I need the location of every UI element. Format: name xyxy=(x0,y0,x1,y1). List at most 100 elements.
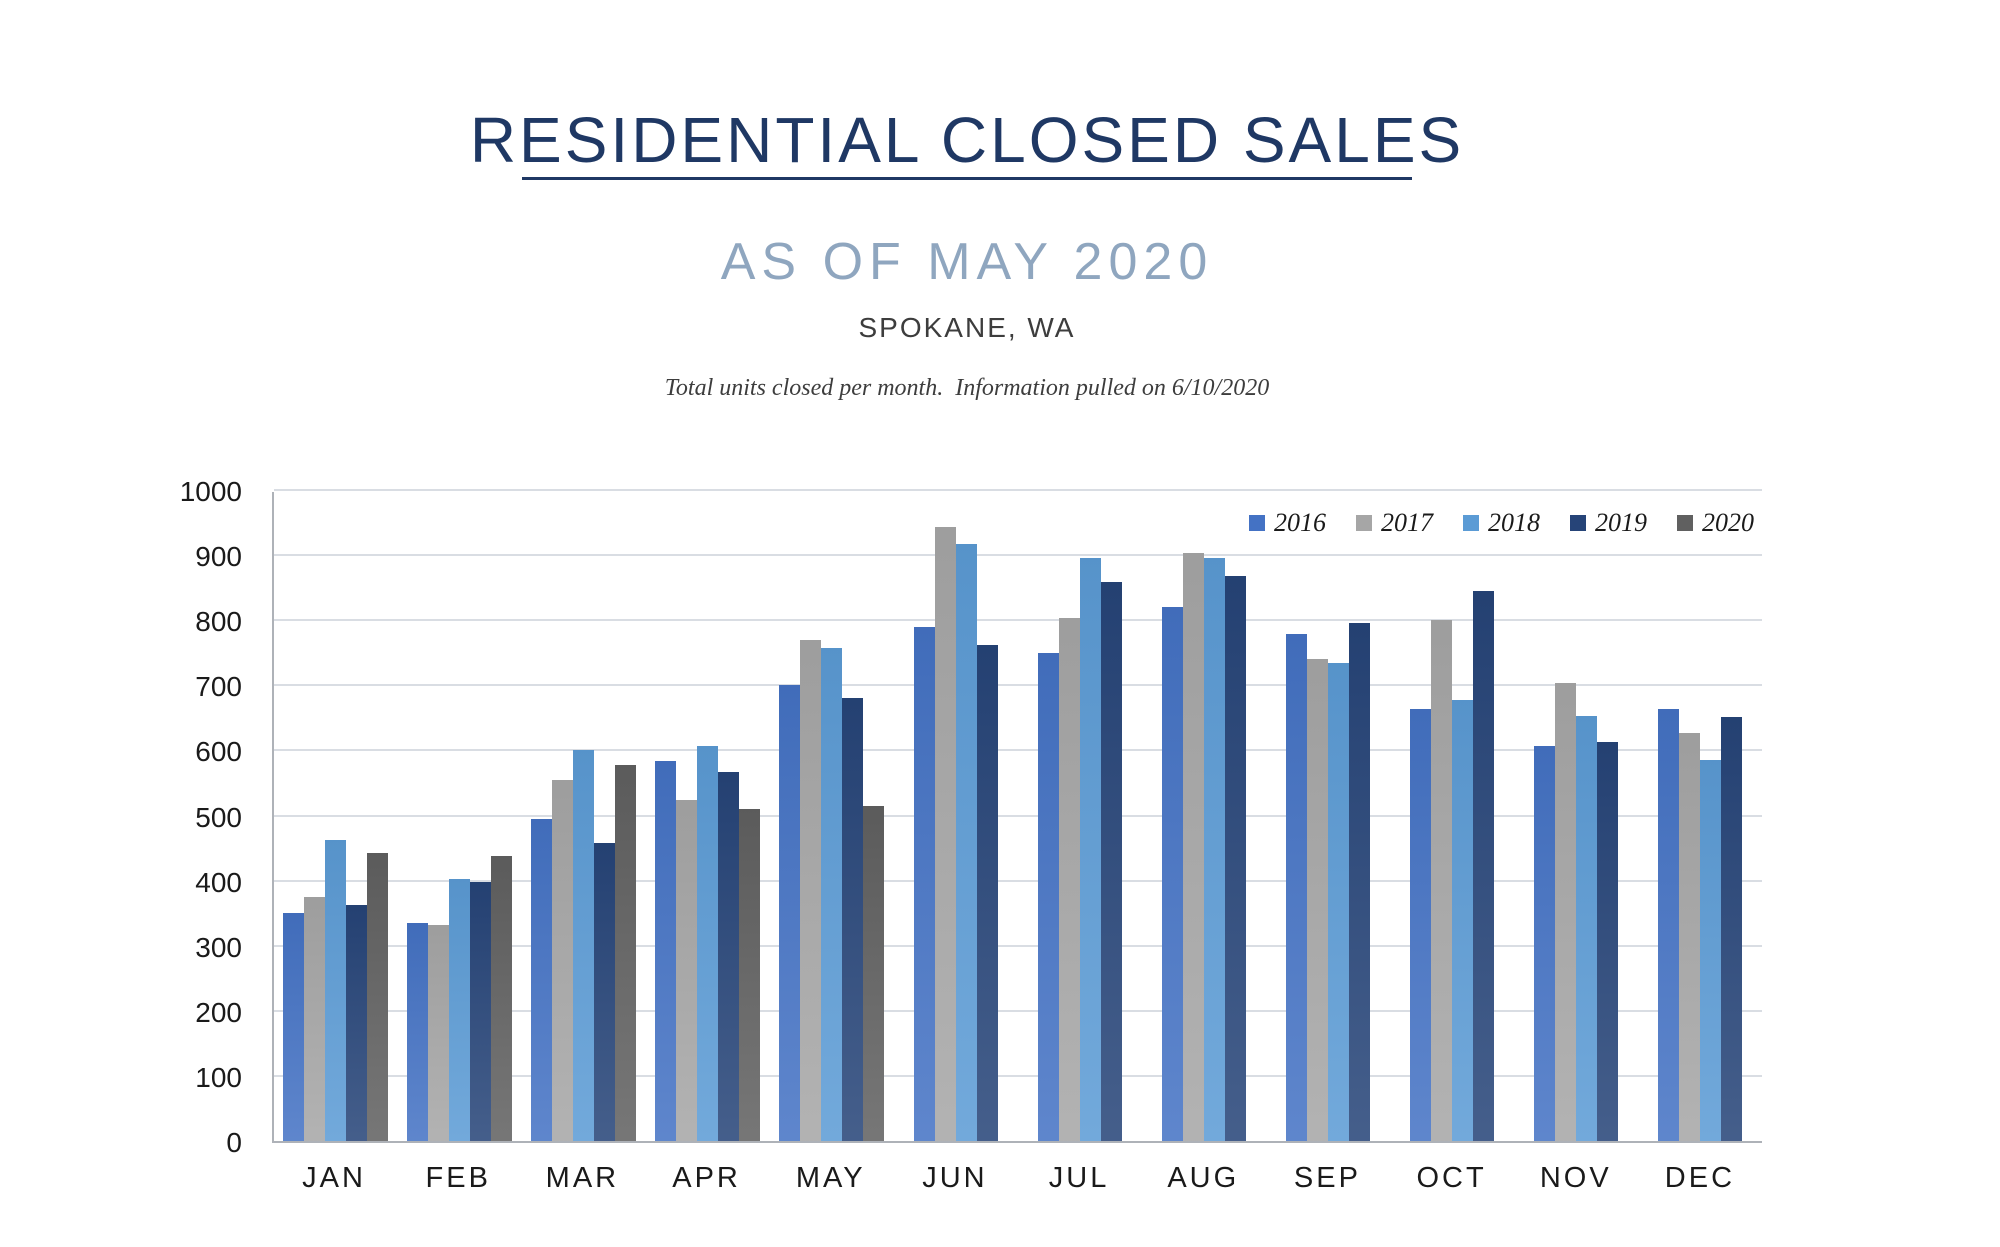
x-tick-label: JUL xyxy=(1048,1162,1110,1194)
gridline xyxy=(274,684,1762,687)
y-tick-label: 1000 xyxy=(179,476,242,507)
bar-2017-nov xyxy=(1554,683,1576,1141)
bar-group-jun xyxy=(894,492,1018,1141)
bar-2018-feb xyxy=(449,879,471,1141)
page-subtitle: AS OF MAY 2020 xyxy=(720,233,1214,291)
legend-label-2016: 2016 xyxy=(1274,508,1326,537)
bar-group-apr xyxy=(646,492,770,1141)
plot-area: 2016 2017 2018 2019 2020 xyxy=(272,489,1762,1143)
legend-item-2018: 2018 xyxy=(1463,510,1540,536)
bar-2016-sep xyxy=(1285,634,1307,1141)
y-axis-labels: 0 100 200 300 400 500 600 700 800 900 1000 xyxy=(128,476,242,1158)
bar-2016-mar xyxy=(531,819,553,1141)
legend-item-2017: 2017 xyxy=(1356,510,1433,536)
bar-2019-feb xyxy=(470,882,492,1141)
bar-2020-apr xyxy=(739,809,761,1141)
bar-2019-sep xyxy=(1348,623,1370,1141)
bar-2019-jun xyxy=(976,645,998,1141)
bar-group-mar xyxy=(522,492,646,1141)
bar-2017-feb xyxy=(428,925,450,1141)
bar-2019-oct xyxy=(1472,591,1494,1141)
gridline xyxy=(274,1009,1762,1012)
x-tick-label: DEC xyxy=(1664,1162,1736,1194)
y-tick-label: 300 xyxy=(195,931,242,963)
y-tick-label: 200 xyxy=(195,996,242,1028)
x-tick-label: APR xyxy=(672,1162,741,1194)
gridline xyxy=(274,489,1762,491)
bar-group-aug xyxy=(1142,492,1266,1141)
x-tick-label: JAN xyxy=(302,1162,366,1194)
bar-2018-jul xyxy=(1079,558,1101,1141)
bar-2019-dec xyxy=(1720,717,1742,1141)
bar-2020-mar xyxy=(615,765,637,1141)
bar-2016-jul xyxy=(1037,653,1059,1141)
bar-2016-feb xyxy=(407,923,429,1141)
y-tick-label: 400 xyxy=(195,866,242,898)
bar-2018-oct xyxy=(1451,700,1473,1141)
bar-2019-apr xyxy=(718,772,740,1141)
gridline xyxy=(274,554,1762,557)
y-tick-label: 600 xyxy=(195,736,242,768)
bar-groups-layer xyxy=(274,492,1762,1141)
x-tick-label: MAY xyxy=(795,1162,866,1194)
x-tick-label: MAR xyxy=(545,1162,620,1194)
bar-2020-feb xyxy=(491,856,513,1141)
bar-group-feb xyxy=(398,492,522,1141)
title-underline xyxy=(522,177,1412,180)
x-tick-label: JUN xyxy=(922,1162,988,1194)
bar-2017-aug xyxy=(1182,553,1204,1141)
bar-2020-may xyxy=(863,806,885,1141)
bar-2017-sep xyxy=(1306,659,1328,1141)
bar-group-oct xyxy=(1390,492,1514,1141)
bar-2020-jan xyxy=(367,853,389,1141)
x-tick-label: AUG xyxy=(1167,1162,1240,1194)
legend-label-2017: 2017 xyxy=(1381,508,1433,537)
gridline xyxy=(274,944,1762,947)
bar-2016-dec xyxy=(1657,709,1679,1141)
bar-2018-sep xyxy=(1327,663,1349,1141)
bar-2017-jul xyxy=(1058,618,1080,1141)
x-tick-label: OCT xyxy=(1416,1162,1487,1194)
bar-2018-jan xyxy=(325,840,347,1141)
bar-2017-mar xyxy=(552,780,574,1141)
bar-group-dec xyxy=(1638,492,1762,1141)
x-axis-labels: JAN FEB MAR APR MAY JUN JUL AUG SEP OCT NOV DEC xyxy=(272,1156,1762,1200)
bar-2017-apr xyxy=(676,800,698,1141)
legend-swatch-2019 xyxy=(1570,515,1586,531)
bar-2018-nov xyxy=(1575,716,1597,1141)
bar-2017-dec xyxy=(1678,733,1700,1141)
y-tick-label: 800 xyxy=(195,606,242,638)
y-tick-label: 900 xyxy=(195,541,242,573)
bar-2016-nov xyxy=(1533,746,1555,1141)
y-tick-label: 500 xyxy=(195,801,242,833)
bar-2018-may xyxy=(821,648,843,1141)
report-header: RESIDENTIAL CLOSED SALES AS OF MAY 2020 … xyxy=(0,0,1934,470)
legend-label-2018: 2018 xyxy=(1488,508,1540,537)
bar-2016-apr xyxy=(655,761,677,1141)
bar-2017-oct xyxy=(1430,620,1452,1141)
gridline xyxy=(274,814,1762,817)
chart-legend: 2016 2017 2018 2019 2020 xyxy=(1249,510,1754,536)
bar-group-sep xyxy=(1266,492,1390,1141)
x-tick-label: SEP xyxy=(1293,1162,1361,1194)
bar-2016-aug xyxy=(1161,607,1183,1141)
bar-2018-mar xyxy=(573,750,595,1141)
bar-2016-oct xyxy=(1409,709,1431,1141)
gridline xyxy=(274,619,1762,622)
x-tick-label: NOV xyxy=(1539,1162,1612,1194)
gridline xyxy=(274,749,1762,752)
x-tick-label: FEB xyxy=(425,1162,491,1194)
bar-2019-jan xyxy=(346,905,368,1141)
bar-2019-mar xyxy=(594,843,616,1141)
y-tick-label: 700 xyxy=(195,671,242,703)
source-note: Total units closed per month. Informatio… xyxy=(664,375,1270,401)
bar-2018-aug xyxy=(1203,558,1225,1141)
y-tick-label: 0 xyxy=(226,1127,242,1158)
legend-label-2020: 2020 xyxy=(1702,508,1754,537)
bar-2016-jan xyxy=(283,913,305,1141)
bar-2018-dec xyxy=(1699,760,1721,1141)
legend-swatch-2020 xyxy=(1677,515,1693,531)
legend-swatch-2018 xyxy=(1463,515,1479,531)
bar-group-may xyxy=(770,492,894,1141)
